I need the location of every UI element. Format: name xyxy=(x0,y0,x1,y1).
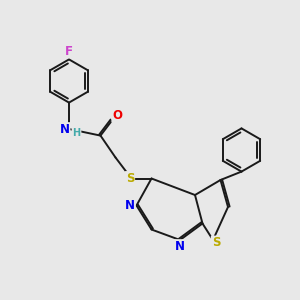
Text: S: S xyxy=(126,172,134,185)
Text: O: O xyxy=(112,109,122,122)
Text: F: F xyxy=(65,44,73,58)
Text: S: S xyxy=(212,236,220,250)
Text: N: N xyxy=(59,123,70,136)
Text: N: N xyxy=(175,240,185,253)
Text: N: N xyxy=(125,199,135,212)
Text: H: H xyxy=(72,128,81,139)
